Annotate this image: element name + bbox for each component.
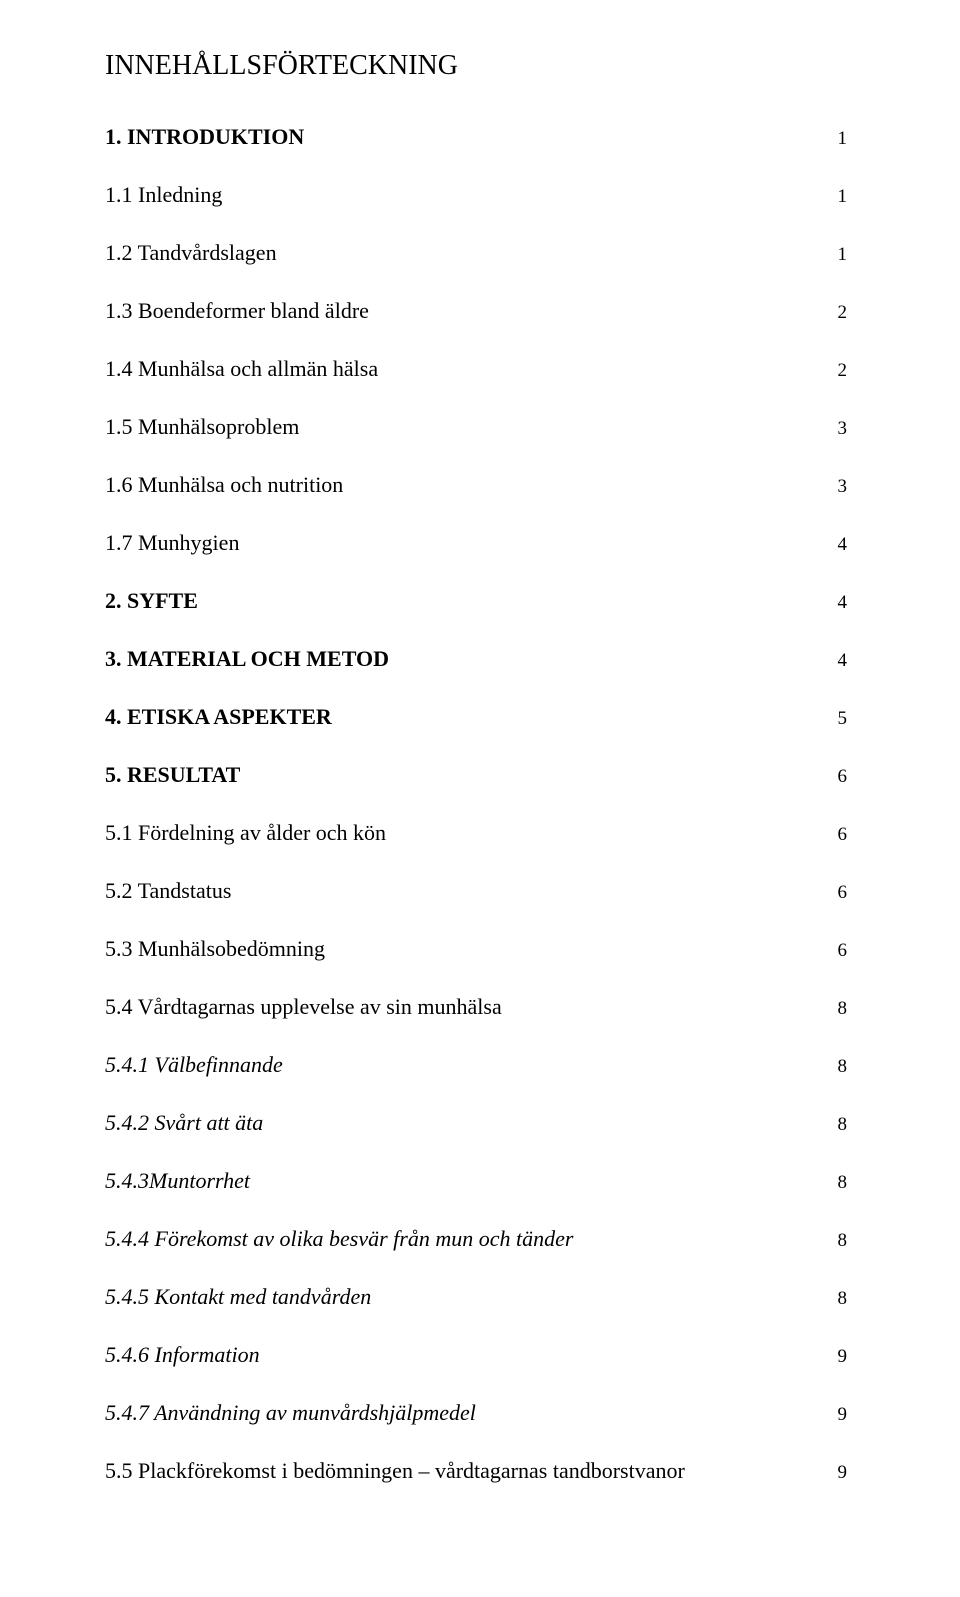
toc-entry: 5.1 Fördelning av ålder och kön 6: [105, 820, 855, 846]
toc-entry-label: 5.4.4 Förekomst av olika besvär från mun…: [105, 1226, 573, 1252]
toc-entry: 5.4.3Muntorrhet 8: [105, 1168, 855, 1194]
toc-entry-page: 6: [838, 882, 856, 904]
toc-entry: 1.3 Boendeformer bland äldre 2: [105, 298, 855, 324]
toc-entry-page: 1: [838, 128, 856, 150]
toc-entry: 2. SYFTE 4: [105, 588, 855, 614]
toc-entry-page: 4: [838, 534, 856, 556]
toc-entry-label: 5.4.6 Information: [105, 1342, 260, 1368]
toc-entry-label: 5.4.3Muntorrhet: [105, 1168, 250, 1194]
toc-entry-label: 1.6 Munhälsa och nutrition: [105, 472, 343, 498]
toc-entry-label: 5.4.2 Svårt att äta: [105, 1110, 263, 1136]
toc-entry: 1.7 Munhygien 4: [105, 530, 855, 556]
toc-entry: 1.1 Inledning 1: [105, 182, 855, 208]
toc-entry: 5.5 Plackförekomst i bedömningen – vårdt…: [105, 1458, 855, 1484]
toc-entry-page: 6: [838, 824, 856, 846]
toc-entry-page: 2: [838, 302, 856, 324]
toc-entry: 5.4.5 Kontakt med tandvården 8: [105, 1284, 855, 1310]
toc-entry-page: 9: [838, 1462, 856, 1484]
toc-entry-label: 1.3 Boendeformer bland äldre: [105, 298, 369, 324]
toc-entry-label: 5.1 Fördelning av ålder och kön: [105, 820, 386, 846]
toc-entry-label: 5. RESULTAT: [105, 762, 240, 788]
toc-entry-page: 1: [838, 244, 856, 266]
toc-entry-label: 5.3 Munhälsobedömning: [105, 936, 325, 962]
toc-entry-label: 1.1 Inledning: [105, 182, 222, 208]
toc-entry: 4. ETISKA ASPEKTER 5: [105, 704, 855, 730]
toc-entry-label: 1.5 Munhälsoproblem: [105, 414, 299, 440]
toc-title: INNEHÅLLSFÖRTECKNING: [105, 50, 855, 82]
toc-entry: 5.4 Vårdtagarnas upplevelse av sin munhä…: [105, 994, 855, 1020]
toc-entry: 5.4.6 Information 9: [105, 1342, 855, 1368]
toc-entry-page: 9: [838, 1346, 856, 1368]
toc-entry-label: 5.4.5 Kontakt med tandvården: [105, 1284, 371, 1310]
toc-entry-page: 8: [838, 1114, 856, 1136]
toc-entry: 1.5 Munhälsoproblem 3: [105, 414, 855, 440]
toc-container: INNEHÅLLSFÖRTECKNING 1. INTRODUKTION11.1…: [105, 50, 855, 1484]
toc-entry-page: 8: [838, 998, 856, 1020]
toc-entry-label: 1.7 Munhygien: [105, 530, 239, 556]
toc-entry: 5.4.4 Förekomst av olika besvär från mun…: [105, 1226, 855, 1252]
toc-entry: 1. INTRODUKTION 1: [105, 124, 855, 150]
toc-entry-label: 5.2 Tandstatus: [105, 878, 231, 904]
toc-entry: 5.4.7 Användning av munvårdshjälpmedel 9: [105, 1400, 855, 1426]
toc-entry-page: 4: [838, 650, 856, 672]
toc-entry-page: 5: [838, 708, 856, 730]
toc-entry: 3. MATERIAL OCH METOD 4: [105, 646, 855, 672]
toc-entry: 5. RESULTAT 6: [105, 762, 855, 788]
toc-entry: 5.4.2 Svårt att äta 8: [105, 1110, 855, 1136]
toc-entry-page: 6: [838, 940, 856, 962]
toc-entry-page: 9: [838, 1404, 856, 1426]
toc-entry-page: 8: [838, 1056, 856, 1078]
toc-entry-label: 3. MATERIAL OCH METOD: [105, 646, 389, 672]
toc-entry-page: 2: [838, 360, 856, 382]
toc-entry: 5.3 Munhälsobedömning 6: [105, 936, 855, 962]
toc-entry: 5.4.1 Välbefinnande 8: [105, 1052, 855, 1078]
toc-entry-label: 1. INTRODUKTION: [105, 124, 304, 150]
toc-entry-page: 3: [838, 476, 856, 498]
toc-entry-label: 5.5 Plackförekomst i bedömningen – vårdt…: [105, 1458, 685, 1484]
toc-entry-label: 5.4.1 Välbefinnande: [105, 1052, 283, 1078]
toc-entry: 1.4 Munhälsa och allmän hälsa 2: [105, 356, 855, 382]
toc-entry-page: 8: [838, 1172, 856, 1194]
toc-entry: 5.2 Tandstatus 6: [105, 878, 855, 904]
toc-entry-page: 1: [838, 186, 856, 208]
toc-entry-label: 1.2 Tandvårdslagen: [105, 240, 277, 266]
toc-entry-page: 8: [838, 1288, 856, 1310]
toc-entry: 1.6 Munhälsa och nutrition 3: [105, 472, 855, 498]
toc-entry-page: 3: [838, 418, 856, 440]
toc-entry-label: 2. SYFTE: [105, 588, 198, 614]
toc-list: 1. INTRODUKTION11.1 Inledning11.2 Tandvå…: [105, 124, 855, 1484]
toc-entry-page: 4: [838, 592, 856, 614]
toc-entry-label: 5.4.7 Användning av munvårdshjälpmedel: [105, 1400, 476, 1426]
toc-entry-label: 5.4 Vårdtagarnas upplevelse av sin munhä…: [105, 994, 502, 1020]
toc-entry-page: 8: [838, 1230, 856, 1252]
toc-entry-label: 1.4 Munhälsa och allmän hälsa: [105, 356, 378, 382]
toc-entry-page: 6: [838, 766, 856, 788]
toc-entry-label: 4. ETISKA ASPEKTER: [105, 704, 332, 730]
toc-entry: 1.2 Tandvårdslagen 1: [105, 240, 855, 266]
